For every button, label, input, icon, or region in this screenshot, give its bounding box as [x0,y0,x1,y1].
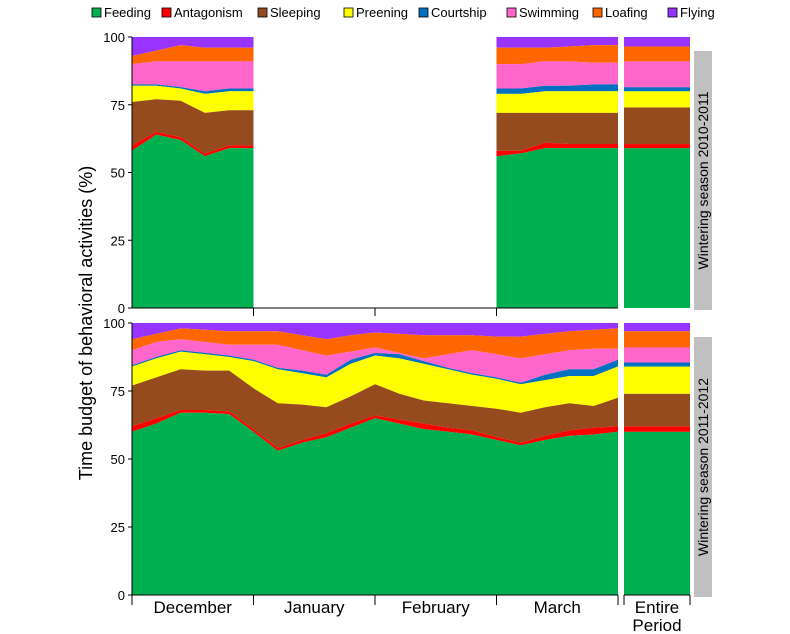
chart-panels: 0 25 50 75 100 Wintering season 2010-2011 0 25 5… [103,30,712,603]
entire-period-label: Period [632,616,681,634]
entire-segment-sleeping [624,107,690,145]
month-label: February [402,598,471,617]
area-courtship [496,84,618,94]
y-tick-label: 100 [103,316,125,331]
entire-segment-antagonism [624,144,690,149]
area-loafing [132,45,254,65]
legend-swatch [667,7,678,18]
area-sleeping [132,99,254,154]
entire-period-bar [624,323,690,595]
panel-2: 0 25 50 75 100 Wintering season 2011-2012 [103,316,712,603]
panel-1: 0 25 50 75 100 Wintering season 2010-2011 [103,30,712,316]
area-preening [132,85,254,113]
legend-item: Loafing [592,5,648,20]
entire-segment-swimming [624,347,690,363]
area-feeding [132,412,618,595]
area-antagonism [496,142,618,157]
season-band: Wintering season 2010-2011 [694,51,712,310]
area-antagonism [132,131,254,157]
legend-item: Sleeping [257,5,321,20]
y-tick-label: 0 [118,588,125,603]
legend-swatch [592,7,603,18]
legend-item: Preening [343,5,408,20]
season-band-bg [694,337,712,597]
entire-segment-sleeping [624,393,690,427]
y-tick-label: 100 [103,30,125,45]
month-label: December [154,598,233,617]
area-swimming [496,61,618,89]
entire-period-label: Entire [635,598,679,617]
legend-swatch [506,7,517,18]
month-label: January [284,598,345,617]
entire-segment-preening [624,366,690,394]
area-sleeping [496,112,618,151]
legend-item: Courtship [418,5,487,20]
chart-legend: Feeding Antagonism Sleeping Preening Courtsh… [91,5,715,20]
legend-swatch [418,7,429,18]
area-loafing [132,328,618,359]
y-tick-label: 25 [111,520,125,535]
legend-item: Flying [667,5,715,20]
legend-swatch [257,7,268,18]
y-tick-label: 75 [111,384,125,399]
month-label: March [534,598,581,617]
area-preening [496,91,618,113]
legend-label: Sleeping [270,5,321,20]
area-courtship [132,84,254,94]
area-preening [132,351,618,413]
y-tick-label: 0 [118,301,125,316]
area-flying [132,323,618,340]
entire-segment-flying [624,37,690,47]
legend-label: Loafing [605,5,648,20]
area-loafing [496,45,618,65]
entire-segment-feeding [624,148,690,308]
area-sleeping [132,369,618,449]
season-label: Wintering season 2010-2011 [695,91,711,269]
entire-segment-loafing [624,46,690,62]
area-swimming [132,61,254,92]
y-axis-label: Time budget of behavioral activities (%) [76,166,96,480]
season-band-bg [694,51,712,310]
legend-swatch [91,7,102,18]
y-tick-label: 50 [111,166,125,181]
season-band: Wintering season 2011-2012 [694,337,712,597]
area-swimming [132,339,618,383]
area-antagonism [132,410,618,451]
entire-segment-loafing [624,331,690,348]
y-tick-label: 25 [111,233,125,248]
legend-label: Feeding [104,5,151,20]
legend-item: Feeding [91,5,151,20]
area-feeding [132,134,254,308]
y-tick-label: 75 [111,98,125,113]
legend-swatch [161,7,172,18]
entire-segment-courtship [624,362,690,367]
season-label: Wintering season 2011-2012 [695,378,711,556]
entire-segment-courtship [624,87,690,92]
legend-label: Antagonism [174,5,243,20]
entire-segment-flying [624,323,690,332]
legend-label: Swimming [519,5,579,20]
area-flying [132,37,254,56]
legend-swatch [343,7,354,18]
area-flying [496,37,618,48]
legend-label: Preening [356,5,408,20]
entire-segment-swimming [624,61,690,88]
entire-segment-feeding [624,431,690,595]
entire-segment-antagonism [624,426,690,432]
area-feeding [496,148,618,308]
legend-item: Swimming [506,5,579,20]
y-tick-label: 50 [111,452,125,467]
legend-item: Antagonism [161,5,243,20]
entire-period-bar [624,37,690,308]
legend-label: Courtship [431,5,487,20]
legend-label: Flying [680,5,715,20]
entire-segment-preening [624,91,690,108]
